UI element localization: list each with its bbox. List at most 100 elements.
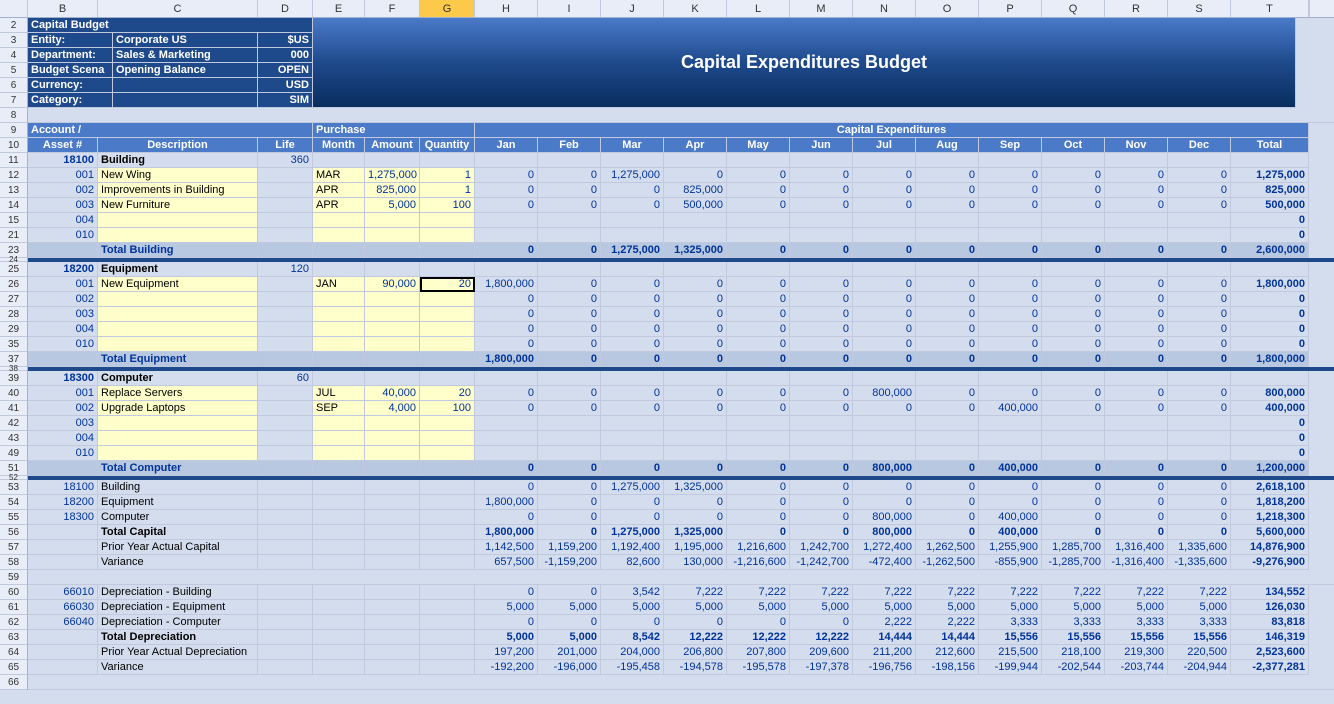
month-val[interactable]: 0 <box>727 401 790 416</box>
summary-val[interactable]: 1,800,000 <box>475 495 538 510</box>
month-val[interactable]: 0 <box>538 183 601 198</box>
summary-label[interactable]: Prior Year Actual Capital <box>98 540 258 555</box>
row-number[interactable]: 54 <box>0 495 28 510</box>
cell[interactable] <box>365 630 420 645</box>
cell[interactable] <box>258 510 313 525</box>
row-number[interactable]: 60 <box>0 585 28 600</box>
asset-id[interactable]: 004 <box>28 322 98 337</box>
month-val[interactable]: 0 <box>790 168 853 183</box>
row-number[interactable]: 43 <box>0 431 28 446</box>
asset-desc[interactable]: Replace Servers <box>98 386 258 401</box>
dep-val[interactable]: 2,222 <box>916 615 979 630</box>
summary-val[interactable]: 0 <box>601 510 664 525</box>
summary-val[interactable]: -1,159,200 <box>538 555 601 570</box>
month-val[interactable] <box>790 213 853 228</box>
summary-val[interactable]: 1,192,400 <box>601 540 664 555</box>
month-val[interactable] <box>601 431 664 446</box>
cell[interactable] <box>258 525 313 540</box>
month-val[interactable]: 0 <box>979 337 1042 352</box>
col-header-Q[interactable]: Q <box>1042 0 1105 17</box>
month-val[interactable] <box>853 446 916 461</box>
purchase-month[interactable]: APR <box>313 183 365 198</box>
hdr-asset[interactable]: Asset # <box>28 138 98 153</box>
summary-val[interactable]: -472,400 <box>853 555 916 570</box>
month-val[interactable]: 0 <box>1105 401 1168 416</box>
month-val[interactable]: 0 <box>1168 337 1231 352</box>
cell[interactable] <box>979 262 1042 277</box>
cell[interactable] <box>313 495 365 510</box>
summary-val[interactable]: -855,900 <box>979 555 1042 570</box>
cell[interactable] <box>258 480 313 495</box>
cell[interactable] <box>313 480 365 495</box>
purchase-month[interactable]: JUL <box>313 386 365 401</box>
section-total-val[interactable]: 0 <box>916 352 979 367</box>
month-val[interactable]: 0 <box>538 277 601 292</box>
month-val[interactable] <box>979 416 1042 431</box>
asset-id[interactable]: 002 <box>28 183 98 198</box>
month-val[interactable]: 0 <box>1168 277 1231 292</box>
summary-val[interactable]: 1,216,600 <box>727 540 790 555</box>
section-total-val[interactable]: 0 <box>601 352 664 367</box>
month-val[interactable]: 0 <box>790 386 853 401</box>
cell[interactable] <box>258 168 313 183</box>
col-header-M[interactable]: M <box>790 0 853 17</box>
dep-acct[interactable] <box>28 630 98 645</box>
month-val[interactable] <box>916 446 979 461</box>
month-val[interactable]: 0 <box>1168 292 1231 307</box>
cell[interactable] <box>365 480 420 495</box>
cell[interactable] <box>365 243 420 258</box>
purchase-amount[interactable]: 4,000 <box>365 401 420 416</box>
month-val[interactable]: 0 <box>1168 198 1231 213</box>
asset-desc[interactable] <box>98 292 258 307</box>
dep-val[interactable]: -202,544 <box>1042 660 1105 675</box>
row-number[interactable]: 41 <box>0 401 28 416</box>
month-val[interactable] <box>664 228 727 243</box>
row-total[interactable]: 0 <box>1231 228 1309 243</box>
summary-val[interactable]: 0 <box>727 525 790 540</box>
asset-id[interactable]: 001 <box>28 277 98 292</box>
col-header-K[interactable]: K <box>664 0 727 17</box>
dep-val[interactable]: 201,000 <box>538 645 601 660</box>
dep-acct[interactable] <box>28 660 98 675</box>
summary-val[interactable]: 0 <box>538 510 601 525</box>
summary-val[interactable]: 1,335,600 <box>1168 540 1231 555</box>
summary-val[interactable]: 0 <box>790 495 853 510</box>
purchase-qty[interactable] <box>420 322 475 337</box>
summary-total[interactable]: -9,276,900 <box>1231 555 1309 570</box>
cell[interactable] <box>1042 262 1105 277</box>
month-val[interactable] <box>538 228 601 243</box>
row-total[interactable]: 0 <box>1231 307 1309 322</box>
dep-val[interactable]: 12,222 <box>727 630 790 645</box>
cell[interactable] <box>258 630 313 645</box>
month-val[interactable]: 0 <box>1168 322 1231 337</box>
section-total[interactable]: 1,800,000 <box>1231 352 1309 367</box>
cell[interactable] <box>365 153 420 168</box>
section-total-val[interactable]: 0 <box>1168 352 1231 367</box>
cell[interactable] <box>1105 262 1168 277</box>
summary-total[interactable]: 1,218,300 <box>1231 510 1309 525</box>
cell[interactable] <box>258 495 313 510</box>
dep-val[interactable]: 5,000 <box>538 630 601 645</box>
dep-val[interactable]: 15,556 <box>979 630 1042 645</box>
dep-val[interactable]: 218,100 <box>1042 645 1105 660</box>
row-number[interactable]: 21 <box>0 228 28 243</box>
month-val[interactable] <box>1042 416 1105 431</box>
month-val[interactable]: 0 <box>1105 183 1168 198</box>
cell[interactable] <box>365 600 420 615</box>
month-val[interactable]: 0 <box>475 386 538 401</box>
summary-val[interactable]: 0 <box>664 495 727 510</box>
month-val[interactable]: 0 <box>1042 183 1105 198</box>
section-total-val[interactable]: 0 <box>475 461 538 476</box>
asset-desc[interactable]: New Furniture <box>98 198 258 213</box>
month-val[interactable] <box>790 416 853 431</box>
month-val[interactable] <box>475 228 538 243</box>
cell[interactable] <box>727 262 790 277</box>
cell[interactable] <box>916 262 979 277</box>
cell[interactable] <box>1168 153 1231 168</box>
cell[interactable] <box>790 153 853 168</box>
row-number[interactable]: 11 <box>0 153 28 168</box>
cell[interactable] <box>313 262 365 277</box>
month-val[interactable]: 0 <box>853 401 916 416</box>
section-total-val[interactable]: 0 <box>538 243 601 258</box>
row-number[interactable]: 56 <box>0 525 28 540</box>
